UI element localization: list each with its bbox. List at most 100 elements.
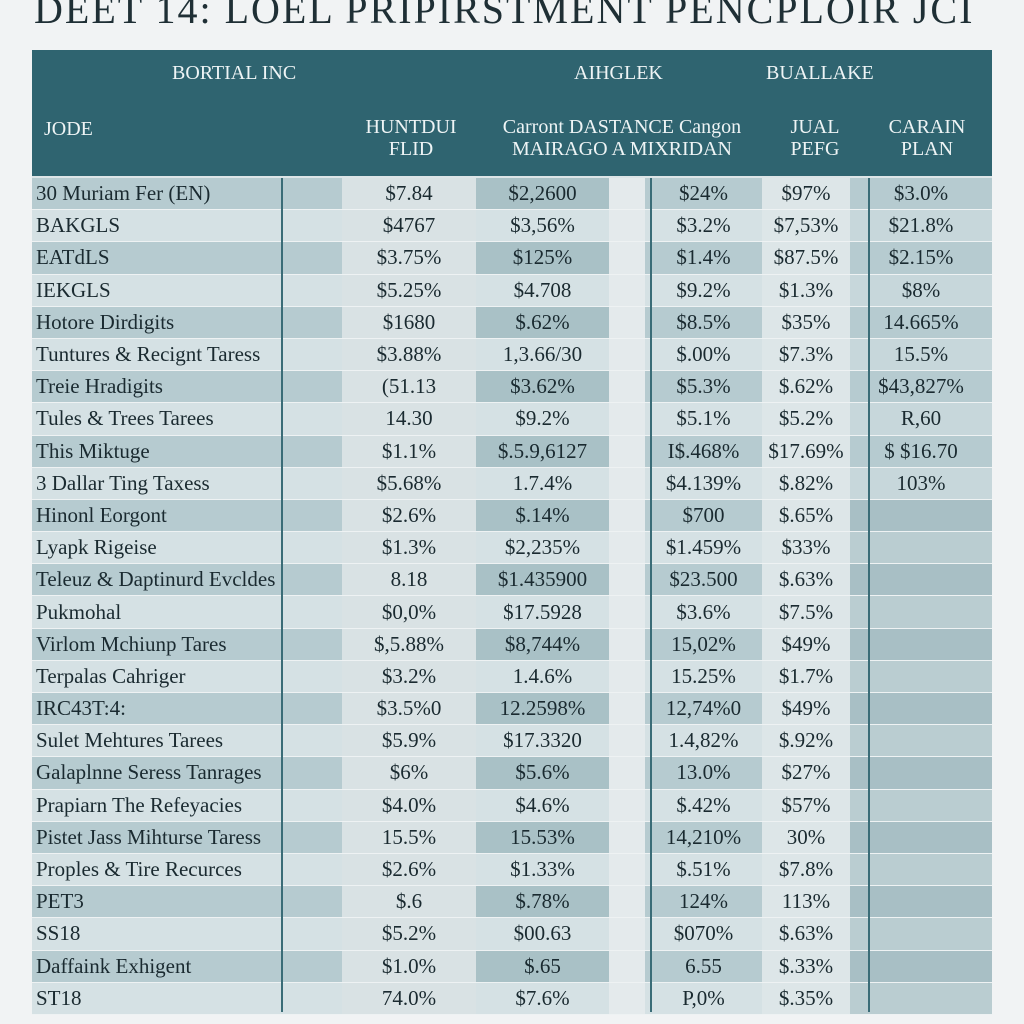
huntdui-cell: $7.84	[342, 178, 476, 211]
carain-cell: 14.665%	[850, 306, 992, 339]
spacer-cell	[282, 435, 342, 468]
spacer-cell	[282, 692, 342, 726]
mixridan-cell: $.51%	[645, 853, 762, 887]
row-name-cell: ST18	[32, 982, 282, 1015]
carront-cell: $8,744%	[476, 628, 609, 661]
jual-cell: $.92%	[762, 724, 850, 758]
spacer-cell	[282, 917, 342, 951]
row-name-cell: Prapiarn The Refeyacies	[32, 789, 282, 822]
mixridan-cell: I$.468%	[645, 435, 762, 468]
huntdui-cell: $5.2%	[342, 917, 476, 951]
mixridan-cell: 124%	[645, 885, 762, 919]
table-row: Lyapk Rigeise $1.3% $2,235% $1.459% $33%	[32, 531, 992, 565]
carront-cell: $3.62%	[476, 370, 609, 404]
table-row: Galaplnne Seress Tanrages $6% $5.6% 13.0% $2…	[32, 756, 992, 790]
table-row: Pistet Jass Mihturse Taress 15.5% 15.53% 14…	[32, 821, 992, 854]
table-row: EATdLS $3.75% $125% $1.4% $87.5% $2.15%	[32, 241, 992, 275]
carain-cell	[850, 982, 992, 1015]
carront-cell: $125%	[476, 241, 609, 275]
spacer-cell	[282, 241, 342, 275]
table-row: BAKGLS $4767 $3,56% $3.2% $7,53% $21.8%	[32, 209, 992, 243]
carront-cell: $4.6%	[476, 789, 609, 822]
jual-cell: 113%	[762, 885, 850, 919]
jual-cell: $1.7%	[762, 660, 850, 694]
mixridan-cell: 1.4,82%	[645, 724, 762, 758]
carain-cell	[850, 531, 992, 565]
huntdui-cell: $.6	[342, 885, 476, 919]
row-name-cell: IEKGLS	[32, 274, 282, 307]
header-group-buallake: BUALLAKE	[766, 62, 874, 84]
table-row: Proples & Tire Recurces $2.6% $1.33% $.51% $…	[32, 853, 992, 887]
table-row: IEKGLS $5.25% $4.708 $9.2% $1.3% $8%	[32, 274, 992, 307]
table-row: Treie Hradigits (51.13 $3.62% $5.3% $.62% $43…	[32, 370, 992, 404]
table-row: Prapiarn The Refeyacies $4.0% $4.6% $.42% $5…	[32, 789, 992, 822]
huntdui-cell: $3.88%	[342, 338, 476, 372]
gap-cell	[609, 595, 645, 629]
jual-cell: $17.69%	[762, 435, 850, 468]
column-divider	[650, 178, 652, 1012]
spacer-cell	[282, 338, 342, 372]
gap-cell	[609, 338, 645, 372]
jual-cell: $1.3%	[762, 274, 850, 307]
carront-cell: $.78%	[476, 885, 609, 919]
spacer-cell	[282, 789, 342, 822]
carain-cell: 103%	[850, 467, 992, 500]
column-divider	[281, 178, 283, 1012]
carront-cell: 12.2598%	[476, 692, 609, 726]
jual-cell: $.35%	[762, 982, 850, 1015]
jual-cell: $97%	[762, 178, 850, 211]
huntdui-cell: $1.1%	[342, 435, 476, 468]
row-name-cell: Hotore Dirdigits	[32, 306, 282, 339]
row-name-cell: Tules & Trees Tarees	[32, 402, 282, 436]
mixridan-cell: $5.1%	[645, 402, 762, 436]
table-header: BORTIAL INC AIHGLEK BUALLAKE JODE HUNTDU…	[32, 50, 992, 176]
carront-cell: 1.7.4%	[476, 467, 609, 500]
gap-cell	[609, 531, 645, 565]
mixridan-cell: $5.3%	[645, 370, 762, 404]
carain-cell	[850, 563, 992, 597]
table-row: Virlom Mchiunp Tares $,5.88% $8,744% 15,02%…	[32, 628, 992, 661]
row-name-cell: Galaplnne Seress Tanrages	[32, 756, 282, 790]
table-row: Terpalas Cahriger $3.2% 1.4.6% 15.25% $1.7%	[32, 660, 992, 694]
carain-cell	[850, 499, 992, 533]
spacer-cell	[282, 821, 342, 854]
report-table: BORTIAL INC AIHGLEK BUALLAKE JODE HUNTDU…	[32, 50, 992, 1015]
gap-cell	[609, 853, 645, 887]
huntdui-cell: $5.68%	[342, 467, 476, 500]
jual-cell: $.63%	[762, 563, 850, 597]
huntdui-cell: $3.2%	[342, 660, 476, 694]
spacer-cell	[282, 660, 342, 694]
spacer-cell	[282, 756, 342, 790]
row-name-cell: Virlom Mchiunp Tares	[32, 628, 282, 661]
table-row: Tules & Trees Tarees 14.30 $9.2% $5.1% $5.2%…	[32, 402, 992, 436]
jual-cell: $7,53%	[762, 209, 850, 243]
mixridan-cell: $1.4%	[645, 241, 762, 275]
spacer-cell	[282, 306, 342, 339]
mixridan-cell: $3.6%	[645, 595, 762, 629]
spacer-cell	[282, 724, 342, 758]
gap-cell	[609, 209, 645, 243]
spacer-cell	[282, 467, 342, 500]
huntdui-cell: $3.75%	[342, 241, 476, 275]
jual-cell: 30%	[762, 821, 850, 854]
table-body: 30 Muriam Fer (EN) $7.84 $2,2600 $24% $97% $3…	[32, 178, 992, 1015]
mixridan-cell: 15,02%	[645, 628, 762, 661]
gap-cell	[609, 178, 645, 211]
page-title: DEET 14: LOEL PRIPIRSTMENT PENCPLOIR JCI	[34, 0, 975, 32]
table-row: Pukmohal $0,0% $17.5928 $3.6% $7.5%	[32, 595, 992, 629]
spacer-cell	[282, 209, 342, 243]
carront-cell: $4.708	[476, 274, 609, 307]
gap-cell	[609, 789, 645, 822]
jual-cell: $7.3%	[762, 338, 850, 372]
carront-cell: $3,56%	[476, 209, 609, 243]
spacer-cell	[282, 499, 342, 533]
table-row: This Miktuge $1.1% $.5.9,6127 I$.468% $17.69…	[32, 435, 992, 468]
table-row: PET3 $.6 $.78% 124% 113%	[32, 885, 992, 919]
carain-cell: $43,827%	[850, 370, 992, 404]
row-name-cell: IRC43T:4:	[32, 692, 282, 726]
carront-cell: 15.53%	[476, 821, 609, 854]
row-name-cell: BAKGLS	[32, 209, 282, 243]
carront-cell: $2,2600	[476, 178, 609, 211]
row-name-cell: Teleuz & Daptinurd Evcldes	[32, 563, 282, 597]
gap-cell	[609, 241, 645, 275]
